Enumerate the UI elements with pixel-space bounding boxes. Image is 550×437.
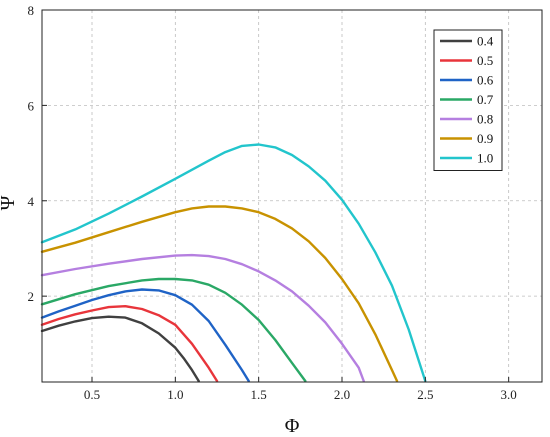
x-tick-label: 3.0 <box>501 387 517 402</box>
legend-label: 0.5 <box>477 53 493 68</box>
x-axis-title: Φ <box>285 415 300 437</box>
x-tick-label: 0.5 <box>84 387 100 402</box>
series-line-0.5 <box>40 305 219 383</box>
x-tick-label: 2.0 <box>334 387 350 402</box>
legend: 0.4 0.5 0.6 0.7 0.8 0.9 1.0 <box>433 29 503 171</box>
series-line-0.6 <box>40 288 250 383</box>
series-line-0.8 <box>40 253 365 383</box>
axis-ticks: 0.5 1.0 1.5 2.0 2.5 3.0 2 4 6 8 <box>28 3 517 402</box>
y-tick-label: 4 <box>28 194 35 209</box>
series-line-0.4 <box>40 315 200 383</box>
x-tick-label: 2.5 <box>417 387 433 402</box>
legend-label: 0.4 <box>477 34 494 49</box>
x-tick-label: 1.0 <box>167 387 183 402</box>
plot-frame <box>41 9 543 383</box>
y-tick-label: 2 <box>28 289 35 304</box>
legend-label: 0.6 <box>477 73 494 88</box>
y-tick-label: 8 <box>28 3 35 18</box>
legend-label: 1.0 <box>477 151 493 166</box>
legend-label: 0.9 <box>477 131 493 146</box>
series-line-1.0 <box>40 143 427 383</box>
legend-label: 0.8 <box>477 112 493 127</box>
x-tick-label: 1.5 <box>251 387 267 402</box>
series-line-0.9 <box>40 205 399 383</box>
legend-label: 0.7 <box>477 92 494 107</box>
y-tick-label: 6 <box>28 98 35 113</box>
series-line-0.7 <box>40 277 307 383</box>
series-lines <box>40 143 427 383</box>
y-axis-title: Ψ <box>0 195 19 210</box>
